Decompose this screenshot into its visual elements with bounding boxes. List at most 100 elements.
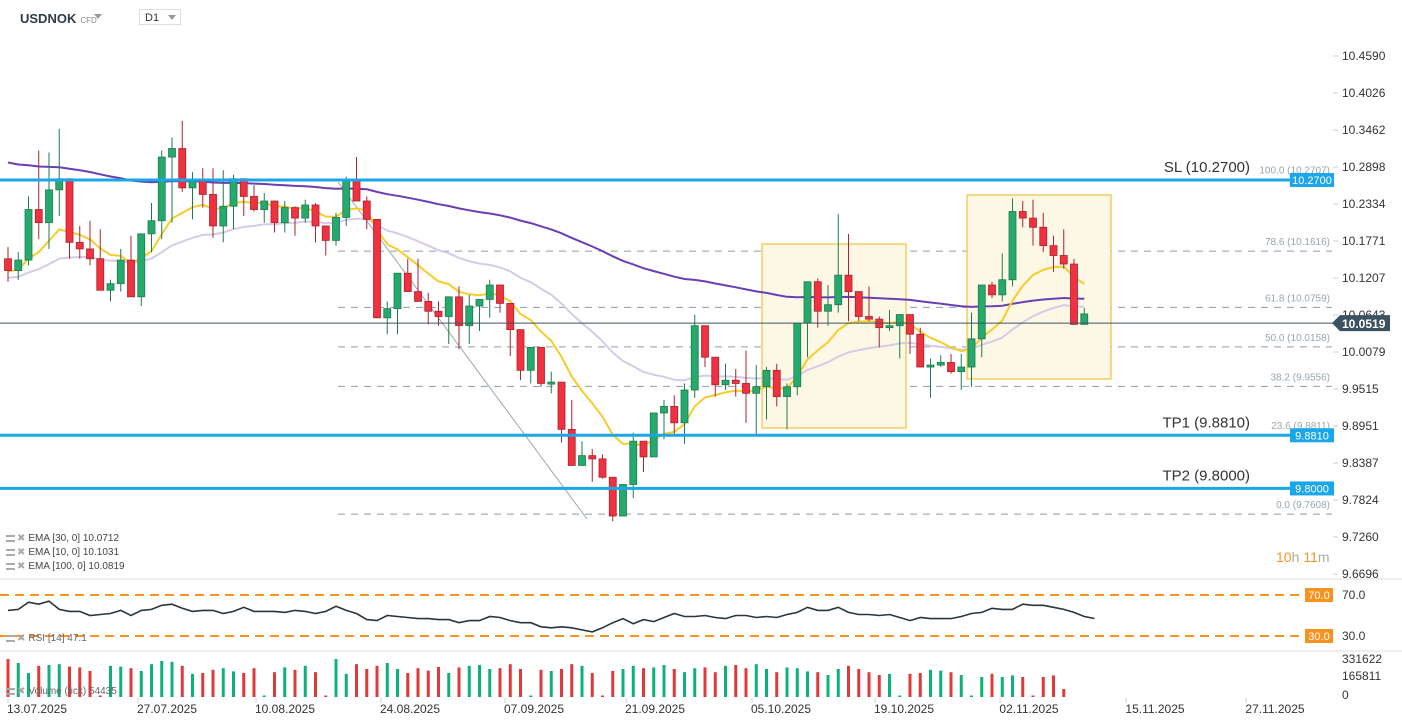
volume-bar <box>447 673 451 697</box>
volume-bar <box>478 665 481 697</box>
candle <box>1008 211 1017 281</box>
close-icon[interactable]: ✖ <box>17 561 26 572</box>
legend-volume[interactable]: ✖ Volume (tick) 54435 <box>6 686 117 697</box>
settings-icon[interactable] <box>6 548 15 556</box>
price-tick: 10.0079 <box>1342 345 1386 359</box>
volume-bar <box>898 695 902 697</box>
svg-text:30.0: 30.0 <box>1342 629 1366 643</box>
candle <box>834 274 843 306</box>
volume-bar <box>908 673 912 697</box>
candle <box>127 259 135 298</box>
candle <box>660 406 668 414</box>
price-tick: 10.3462 <box>1342 123 1386 137</box>
volume-bar <box>949 672 953 697</box>
volume-bar <box>6 659 10 697</box>
legend-rsi[interactable]: ✖ RSI [14] 47.1 <box>6 633 87 644</box>
volume-bar <box>344 673 348 697</box>
svg-text:70.0: 70.0 <box>1342 588 1366 602</box>
volume-bar <box>642 668 645 697</box>
candle <box>403 272 412 292</box>
candle <box>137 233 146 298</box>
volume-bar <box>221 668 225 697</box>
candle <box>803 281 812 324</box>
rsi-band-tag <box>1305 588 1333 602</box>
candle <box>793 322 802 388</box>
close-icon[interactable]: ✖ <box>17 633 26 644</box>
rsi-label: RSI [14] 47.1 <box>28 633 87 644</box>
candle <box>96 258 105 291</box>
candle <box>168 148 176 158</box>
volume-bar <box>744 668 748 697</box>
volume-bar <box>78 667 82 697</box>
trade-levels[interactable]: SL (10.2700) 10.2700 TP1 (9.8810) 9.8810 TP2… <box>0 159 1334 496</box>
volume-bar <box>877 675 881 697</box>
volume-bar <box>652 667 656 697</box>
volume-bar <box>806 671 809 697</box>
sl-label: SL (10.2700) <box>1164 159 1250 176</box>
close-icon[interactable]: ✖ <box>17 547 26 558</box>
chevron-down-icon <box>168 15 176 20</box>
candle <box>567 428 576 466</box>
volume-bar <box>601 695 604 697</box>
price-tick: 9.8951 <box>1342 419 1379 433</box>
volume-bar <box>621 669 625 697</box>
candle <box>270 200 279 224</box>
ema-100-line <box>7 161 1085 308</box>
legend-ema10[interactable]: ✖ EMA [10, 0] 10.1031 <box>6 547 119 558</box>
volume-bar <box>437 667 440 697</box>
candle <box>116 259 125 285</box>
settings-icon[interactable] <box>6 534 15 542</box>
candle <box>4 258 12 271</box>
candlesticks <box>4 120 1089 522</box>
volume-bar <box>1062 689 1066 697</box>
candle <box>701 325 709 358</box>
candle <box>86 248 94 260</box>
timeframe-value: D1 <box>145 12 160 24</box>
date-tick: 27.11.2025 <box>1245 702 1304 716</box>
symbol-selector[interactable]: USDNOK CFD <box>20 11 97 26</box>
countdown-hours: 10 <box>1276 549 1292 565</box>
volume-bar <box>57 664 61 697</box>
rsi-pane: 70.0 70.0 30.0 30.0 <box>0 588 1366 643</box>
volume-bar <box>549 671 553 697</box>
volume-tick: 331622 <box>1342 652 1382 666</box>
settings-icon[interactable] <box>6 634 15 642</box>
candle <box>557 381 566 430</box>
volume-bar <box>816 672 820 697</box>
symbol-dropdown-icon[interactable] <box>94 14 102 19</box>
timeframe-select[interactable]: D1 <box>139 9 181 25</box>
candle <box>352 179 361 202</box>
candle <box>578 455 586 466</box>
candle <box>496 284 504 304</box>
volume-bar <box>724 665 727 697</box>
settings-icon[interactable] <box>6 687 15 695</box>
chart-header: USDNOK CFD D1 <box>0 0 1402 36</box>
close-icon[interactable]: ✖ <box>17 686 26 697</box>
price-tick: 9.7260 <box>1342 530 1379 544</box>
volume-bar <box>283 667 287 697</box>
candle <box>865 316 873 320</box>
candle <box>475 299 484 307</box>
candle <box>506 302 515 331</box>
price-tick: 10.1771 <box>1342 234 1386 248</box>
settings-icon[interactable] <box>6 562 15 570</box>
candle <box>977 284 986 340</box>
volume-bar <box>836 669 840 697</box>
close-icon[interactable]: ✖ <box>17 533 26 544</box>
candle <box>721 379 730 386</box>
sl-price-tag <box>1290 173 1334 188</box>
candle <box>752 386 761 394</box>
volume-bar <box>970 695 973 697</box>
candle <box>844 274 853 292</box>
legend-ema30[interactable]: ✖ EMA [30, 0] 10.0712 <box>6 533 119 544</box>
candle <box>813 281 822 312</box>
volume-bar <box>959 675 963 697</box>
ema100-label: EMA [100, 0] 10.0819 <box>28 561 125 572</box>
candle <box>424 301 433 312</box>
volume-bar <box>365 669 369 697</box>
candle <box>711 356 720 386</box>
volume-bar <box>713 672 717 697</box>
price-tick: 9.8387 <box>1342 456 1379 470</box>
legend-ema100[interactable]: ✖ EMA [100, 0] 10.0819 <box>6 561 125 572</box>
